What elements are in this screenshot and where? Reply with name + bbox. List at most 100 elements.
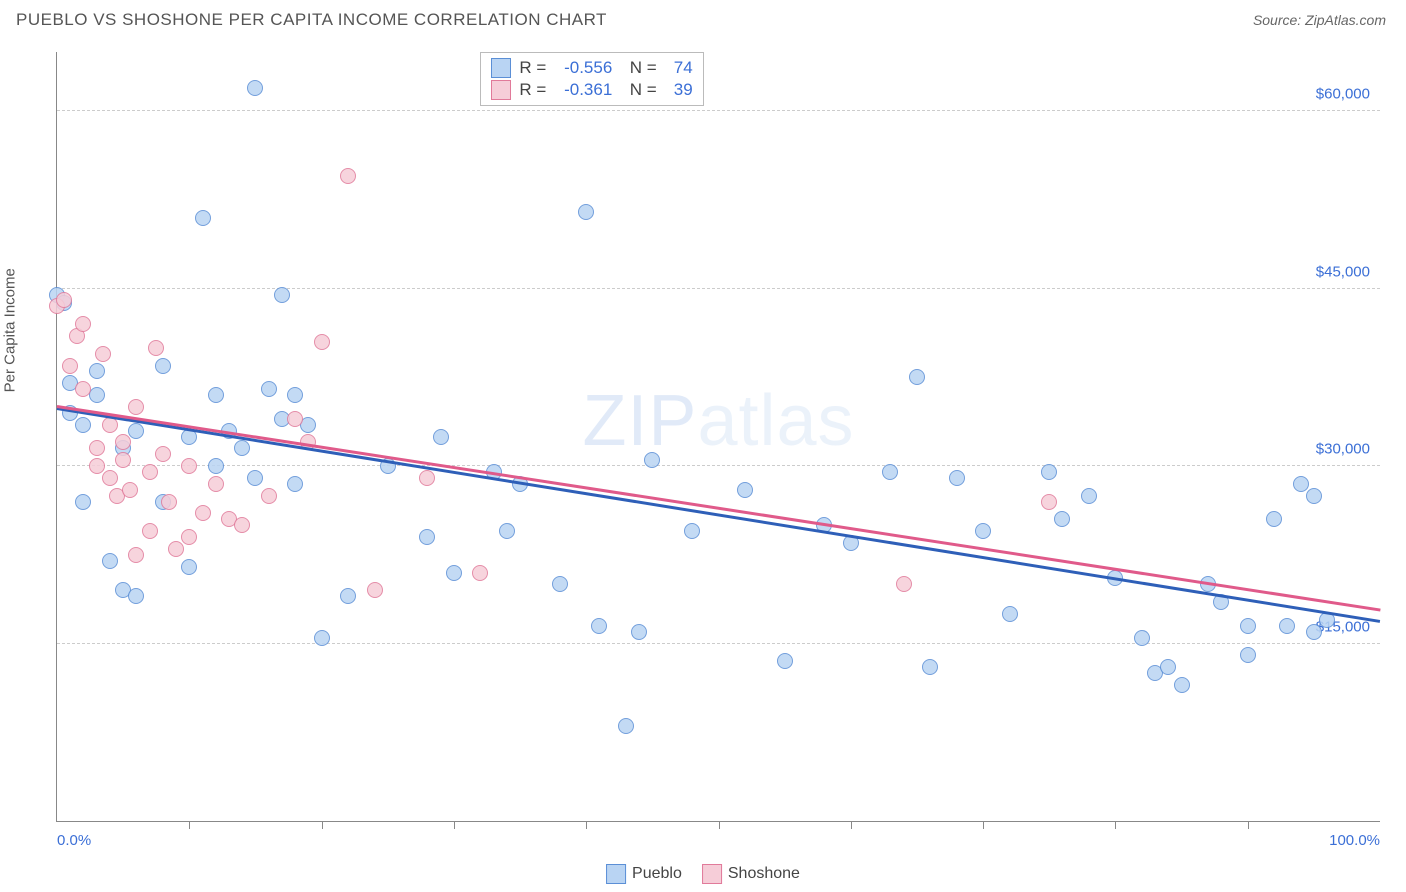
data-point: [975, 523, 991, 539]
data-point: [128, 547, 144, 563]
data-point: [1002, 606, 1018, 622]
data-point: [1240, 647, 1256, 663]
data-point: [314, 334, 330, 350]
source-attribution: Source: ZipAtlas.com: [1253, 12, 1386, 28]
data-point: [1266, 511, 1282, 527]
x-tick: [983, 821, 984, 829]
data-point: [631, 624, 647, 640]
data-point: [122, 482, 138, 498]
legend-label: Shoshone: [728, 865, 800, 883]
gridline: [57, 110, 1380, 111]
data-point: [1041, 464, 1057, 480]
legend-swatch: [606, 864, 626, 884]
x-tick: [454, 821, 455, 829]
data-point: [128, 399, 144, 415]
y-tick-label: $30,000: [1316, 441, 1370, 458]
data-point: [115, 434, 131, 450]
x-tick: [719, 821, 720, 829]
data-point: [472, 565, 488, 581]
data-point: [1041, 494, 1057, 510]
x-tick: [322, 821, 323, 829]
data-point: [949, 470, 965, 486]
data-point: [181, 559, 197, 575]
gridline: [57, 643, 1380, 644]
data-point: [777, 653, 793, 669]
data-point: [115, 452, 131, 468]
data-point: [148, 340, 164, 356]
data-point: [684, 523, 700, 539]
data-point: [234, 440, 250, 456]
data-point: [75, 381, 91, 397]
legend-swatch: [702, 864, 722, 884]
data-point: [446, 565, 462, 581]
stat-label: R =: [519, 58, 546, 78]
legend: Pueblo Shoshone: [606, 864, 800, 884]
legend-item: Pueblo: [606, 864, 682, 884]
data-point: [433, 429, 449, 445]
data-point: [89, 458, 105, 474]
data-point: [208, 476, 224, 492]
data-point: [181, 458, 197, 474]
data-point: [208, 387, 224, 403]
x-tick: [586, 821, 587, 829]
data-point: [909, 369, 925, 385]
stat-r-value: -0.556: [554, 58, 612, 78]
data-point: [287, 387, 303, 403]
data-point: [882, 464, 898, 480]
y-tick-label: $45,000: [1316, 263, 1370, 280]
data-point: [1134, 630, 1150, 646]
trend-line: [57, 405, 1380, 611]
data-point: [419, 470, 435, 486]
data-point: [95, 346, 111, 362]
series-swatch: [491, 58, 511, 78]
data-point: [102, 553, 118, 569]
trend-line: [57, 407, 1380, 622]
data-point: [737, 482, 753, 498]
x-max-label: 100.0%: [1329, 832, 1380, 849]
data-point: [161, 494, 177, 510]
data-point: [234, 517, 250, 533]
data-point: [208, 458, 224, 474]
data-point: [644, 452, 660, 468]
data-point: [1081, 488, 1097, 504]
stats-row: R =-0.556 N =74: [491, 57, 692, 79]
gridline: [57, 288, 1380, 289]
data-point: [128, 423, 144, 439]
x-tick: [851, 821, 852, 829]
data-point: [1240, 618, 1256, 634]
correlation-chart: Per Capita Income ZIPatlas R =-0.556 N =…: [16, 40, 1390, 852]
data-point: [62, 358, 78, 374]
data-point: [1306, 488, 1322, 504]
data-point: [142, 523, 158, 539]
data-point: [128, 588, 144, 604]
data-point: [340, 588, 356, 604]
x-tick: [1248, 821, 1249, 829]
data-point: [340, 168, 356, 184]
data-point: [1054, 511, 1070, 527]
y-tick-label: $60,000: [1316, 86, 1370, 103]
data-point: [1293, 476, 1309, 492]
series-swatch: [491, 80, 511, 100]
data-point: [155, 446, 171, 462]
stat-n-value: 74: [665, 58, 693, 78]
data-point: [922, 659, 938, 675]
legend-item: Shoshone: [702, 864, 800, 884]
data-point: [89, 440, 105, 456]
data-point: [261, 488, 277, 504]
data-point: [75, 316, 91, 332]
stat-label: N =: [620, 80, 656, 100]
stat-n-value: 39: [665, 80, 693, 100]
data-point: [195, 505, 211, 521]
gridline: [57, 465, 1380, 466]
data-point: [247, 80, 263, 96]
y-axis-label: Per Capita Income: [2, 268, 19, 392]
stat-label: R =: [519, 80, 546, 100]
data-point: [1279, 618, 1295, 634]
data-point: [1160, 659, 1176, 675]
data-point: [89, 363, 105, 379]
data-point: [578, 204, 594, 220]
plot-area: ZIPatlas R =-0.556 N =74R =-0.361 N =39 …: [56, 52, 1380, 822]
data-point: [1174, 677, 1190, 693]
watermark: ZIPatlas: [582, 380, 854, 462]
x-tick: [1115, 821, 1116, 829]
